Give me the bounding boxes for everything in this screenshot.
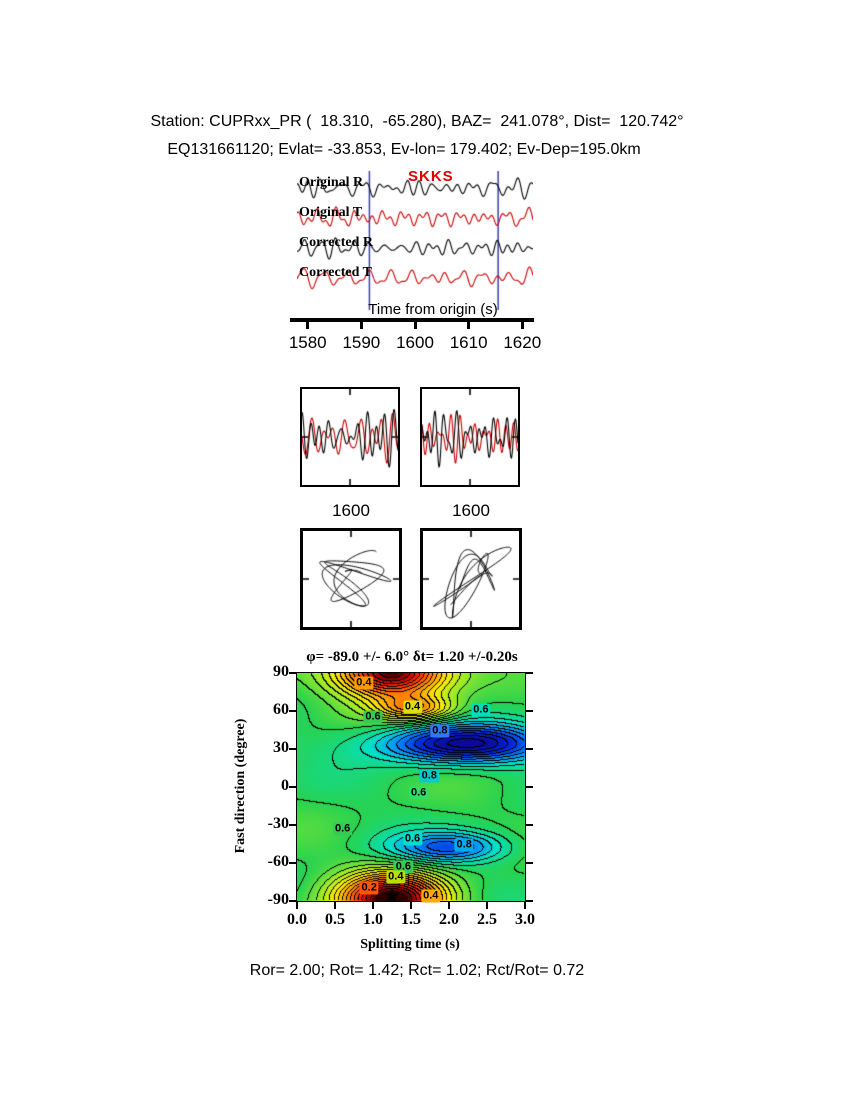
splitting-time-tick-label: 3.0 xyxy=(515,911,535,928)
window-time-label-2: 1600 xyxy=(452,501,490,520)
contour-level-label: 0.8 xyxy=(454,838,474,852)
splitting-time-tick-label: 0.5 xyxy=(325,911,345,928)
contour-level-label: 0.4 xyxy=(402,700,423,714)
particle-motion-panel-1 xyxy=(300,528,402,630)
contour-level-label: 0.4 xyxy=(354,676,374,690)
contour-level-label: 0.6 xyxy=(471,703,491,717)
splitting-time-tick xyxy=(372,901,374,909)
fast-direction-tick-right xyxy=(525,900,533,902)
fast-direction-tick-label: 30 xyxy=(273,739,289,756)
fast-direction-tick xyxy=(289,710,297,712)
particle-motion-panel-2 xyxy=(420,528,522,630)
contour-level-label: 0.4 xyxy=(386,870,406,884)
time-axis-tick-label: 1590 xyxy=(342,333,381,352)
splitting-time-tick-label: 1.5 xyxy=(401,911,421,928)
fast-direction-tick-right xyxy=(525,710,533,712)
trace-label-original-r: Original R xyxy=(299,175,364,190)
time-axis-tick xyxy=(467,322,471,329)
trace-label-original-t: Original T xyxy=(299,205,363,220)
fast-direction-tick-label: 60 xyxy=(273,701,289,718)
splitting-time-tick xyxy=(410,901,412,909)
time-axis-title: Time from origin (s) xyxy=(368,301,498,318)
fast-direction-tick xyxy=(289,900,297,902)
splitting-time-tick xyxy=(296,901,298,909)
fast-direction-tick-right xyxy=(525,748,533,750)
station-info-line: Station: CUPRxx_PR ( 18.310, -65.280), B… xyxy=(150,113,684,130)
contour-level-label: 0.2 xyxy=(359,881,379,895)
error-surface-plot: 90 60 30 0 -30 -60 -90 0.0 0.5 1.0 1.5 2.0 2.5 3.0 0.4… xyxy=(268,663,535,928)
fast-direction-tick xyxy=(289,862,297,864)
time-axis-tick xyxy=(359,322,363,329)
splitting-time-tick-label: 2.0 xyxy=(439,911,459,928)
windowed-waveform-canvas-1 xyxy=(302,389,398,485)
splitting-time-tick xyxy=(448,901,450,909)
fast-direction-tick-right xyxy=(525,786,533,788)
time-axis-tick-label: 1610 xyxy=(449,333,488,352)
windowed-waveform-canvas-2 xyxy=(422,389,518,485)
particle-motion-canvas-2 xyxy=(423,531,519,627)
time-axis-tick xyxy=(520,322,524,329)
trace-label-corrected-r: Corrected R xyxy=(299,235,373,250)
windowed-waveform-panel-2 xyxy=(420,387,520,487)
window-time-label-1: 1600 xyxy=(332,501,370,520)
time-axis-tick xyxy=(306,322,310,329)
fast-direction-tick xyxy=(289,824,297,826)
contour-level-label: 0.6 xyxy=(332,822,353,836)
phase-label: SKKS xyxy=(408,168,454,185)
fast-direction-tick-label: 90 xyxy=(273,663,289,680)
fast-direction-tick-label: -30 xyxy=(267,815,289,832)
splitting-time-tick-label: 0.0 xyxy=(287,911,307,928)
fast-direction-tick xyxy=(289,672,297,674)
result-metrics-line: Ror= 2.00; Rot= 1.42; Rct= 1.02; Rct/Rot… xyxy=(249,962,585,979)
event-info-line: EQ131661120; Evlat= -33.853, Ev-lon= 179… xyxy=(167,141,641,158)
splitting-time-tick xyxy=(524,901,526,909)
particle-motion-canvas-1 xyxy=(303,531,399,627)
time-axis-tick-label: 1600 xyxy=(396,333,434,352)
time-axis: 1580 1590 1600 1610 1620 xyxy=(289,318,541,356)
fast-direction-tick-right xyxy=(525,824,533,826)
contour-level-label: 0.8 xyxy=(419,769,439,783)
contour-level-label: 0.8 xyxy=(430,724,450,738)
fast-direction-tick xyxy=(289,748,297,750)
time-axis-tick xyxy=(413,322,417,329)
fast-direction-tick-right xyxy=(525,862,533,864)
splitting-result-title: φ= -89.0 +/- 6.0° δt= 1.20 +/-0.20s xyxy=(306,649,518,665)
fast-direction-tick xyxy=(289,786,297,788)
contour-level-label: 0.6 xyxy=(393,860,414,874)
seismogram-traces-canvas xyxy=(297,166,533,312)
fast-direction-tick-right xyxy=(525,672,533,674)
time-axis-tick-label: 1620 xyxy=(503,333,542,352)
time-axis-tick-label: 1580 xyxy=(288,333,327,352)
splitting-time-tick xyxy=(486,901,488,909)
splitting-time-tick-label: 2.5 xyxy=(477,911,497,928)
splitting-time-tick xyxy=(334,901,336,909)
contour-level-label: 0.6 xyxy=(363,710,383,724)
splitting-time-tick-label: 1.0 xyxy=(363,911,383,928)
contour-level-label: 0.6 xyxy=(402,832,423,846)
fast-direction-tick-label: -90 xyxy=(267,891,289,908)
splitting-time-axis-title: Splitting time (s) xyxy=(360,937,460,952)
windowed-waveform-panel-1 xyxy=(300,387,400,487)
fast-direction-tick-label: -60 xyxy=(267,853,289,870)
trace-label-corrected-t: Corrected T xyxy=(299,265,372,280)
fast-direction-tick-label: 0 xyxy=(281,777,289,794)
contour-level-label: 0.6 xyxy=(408,786,429,800)
contour-level-label: 0.4 xyxy=(421,889,441,903)
